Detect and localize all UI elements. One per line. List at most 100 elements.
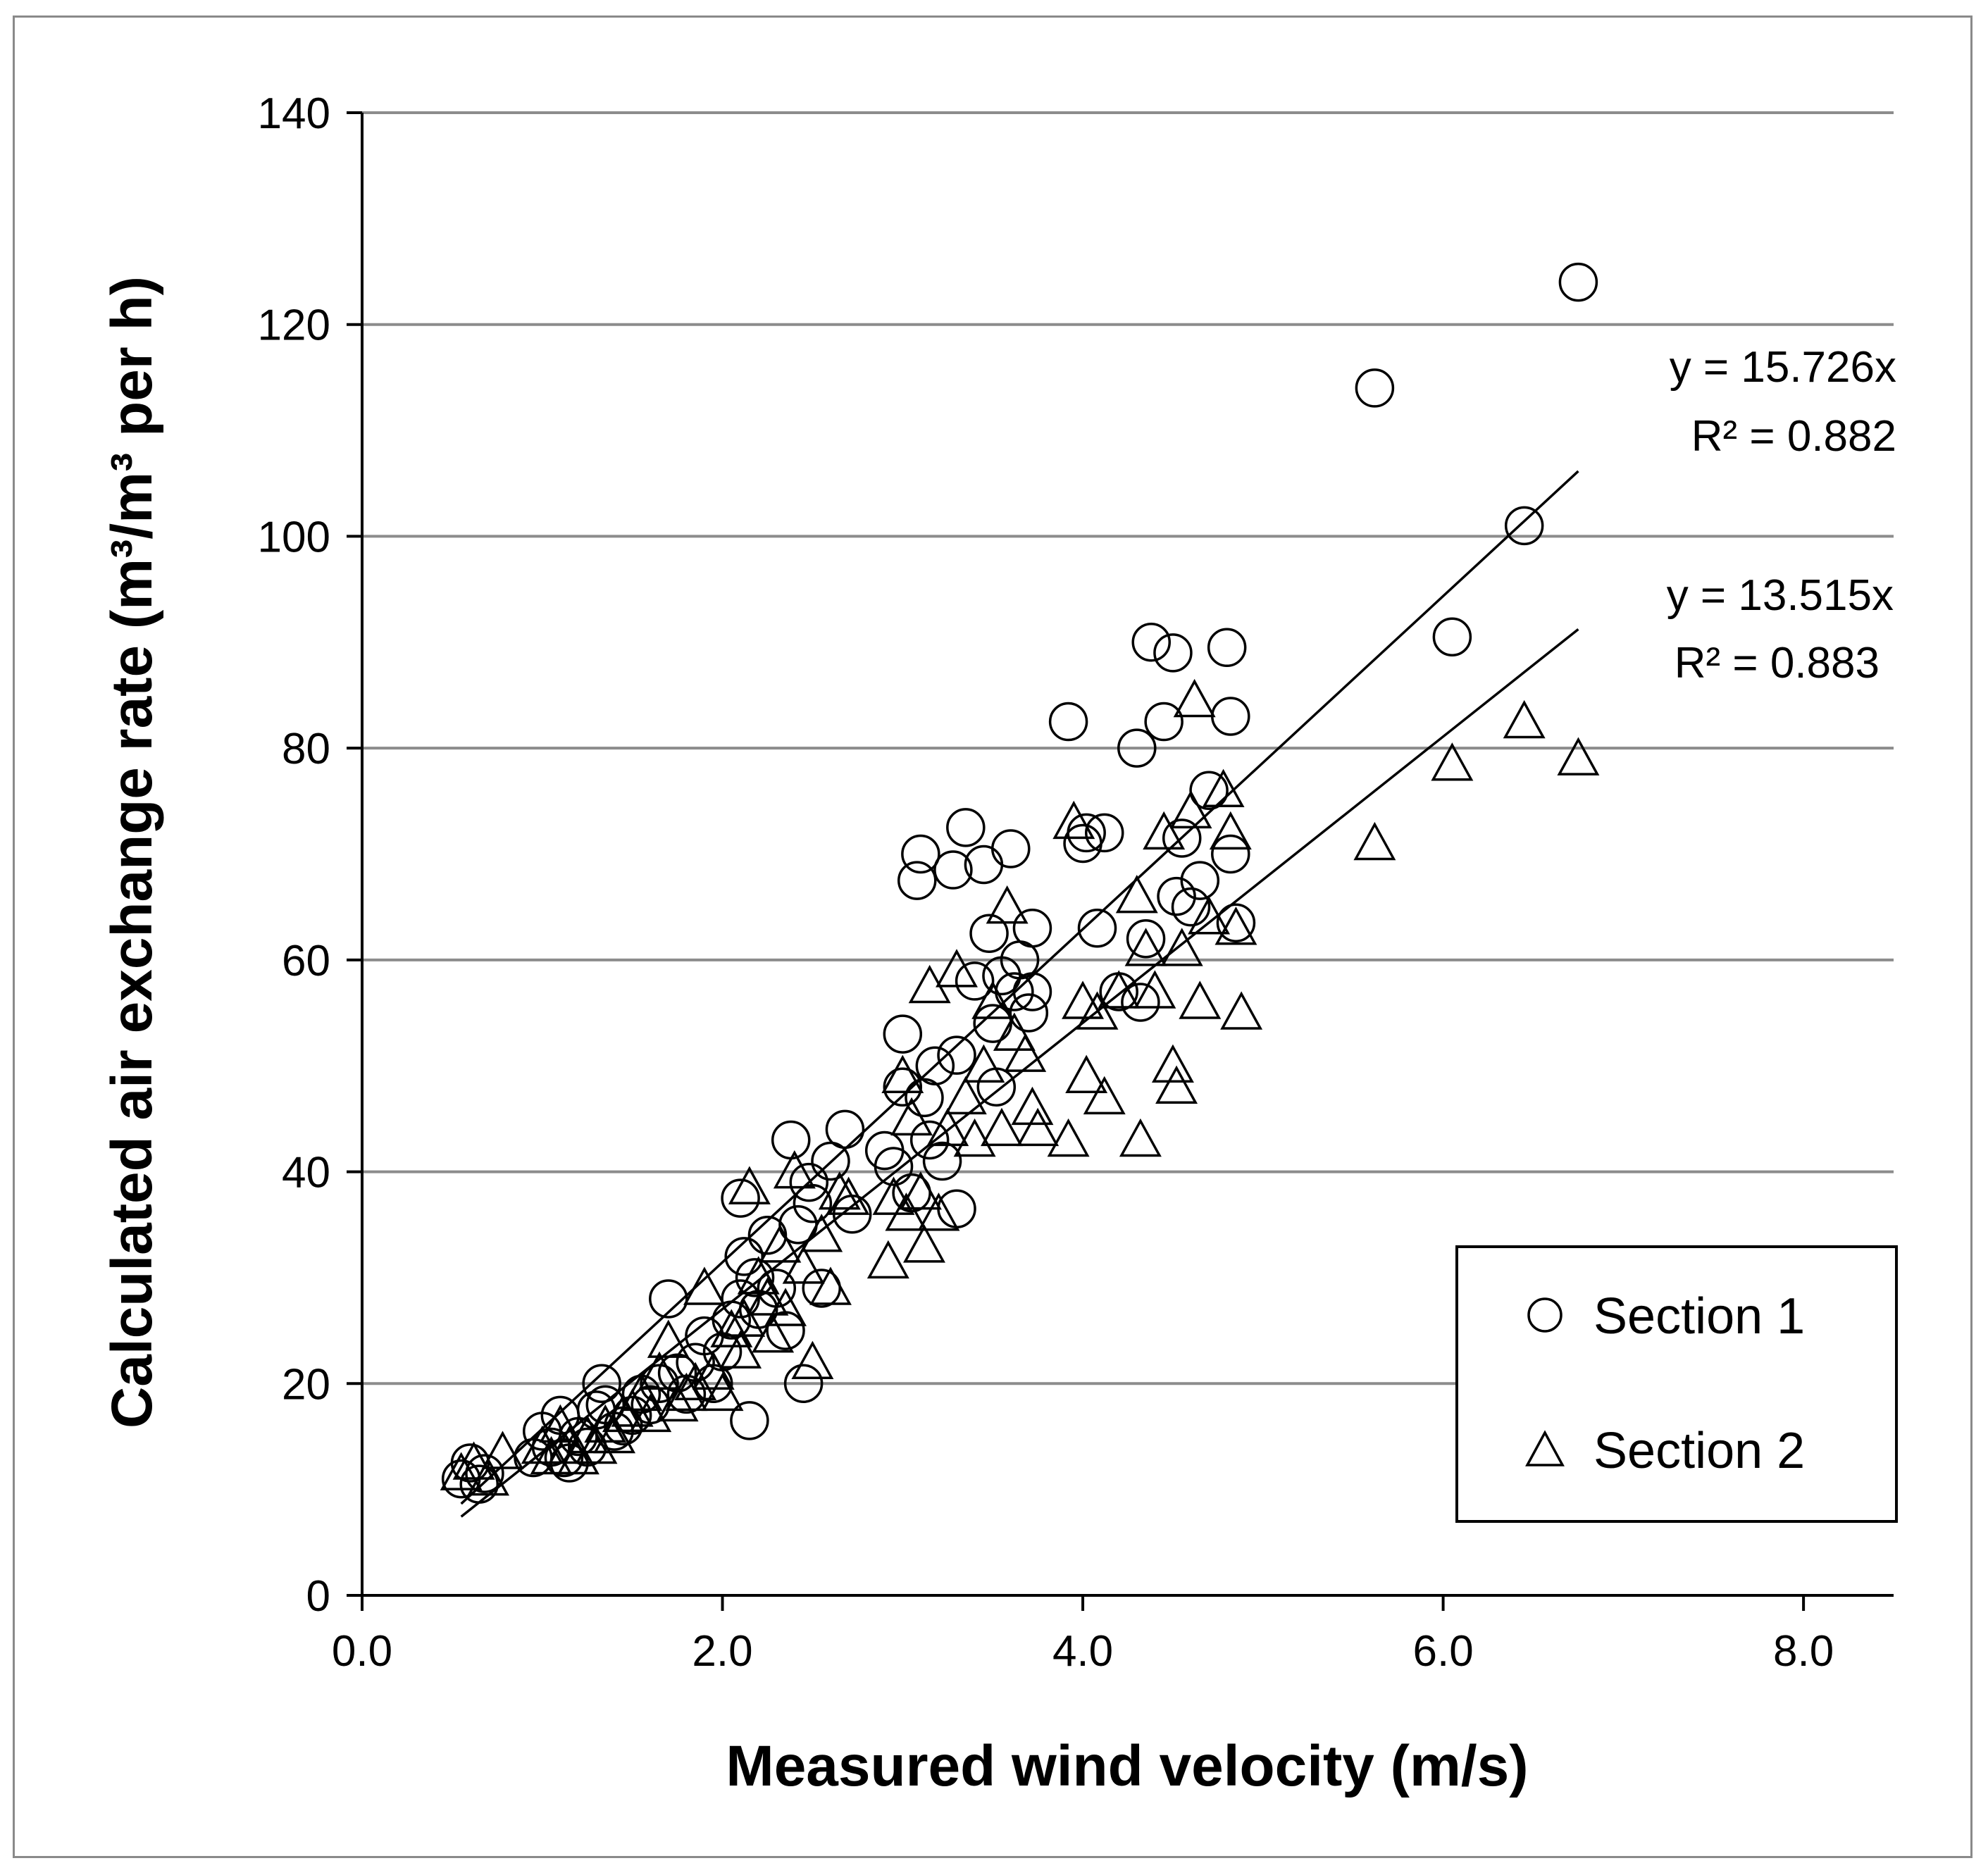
point-section2 xyxy=(1155,1065,1198,1104)
point-section2 xyxy=(647,1319,690,1358)
point-section1 xyxy=(465,1454,504,1493)
point-section2 xyxy=(1124,928,1167,966)
point-section2 xyxy=(944,1076,987,1115)
legend-triangle-marker xyxy=(1525,1430,1565,1466)
point-section2 xyxy=(746,1277,789,1316)
point-section1 xyxy=(1189,771,1229,811)
point-section2 xyxy=(1214,907,1257,945)
point-section1 xyxy=(933,850,973,890)
point-section2 xyxy=(809,1266,852,1305)
point-section2 xyxy=(936,949,978,988)
point-section2 xyxy=(710,1309,753,1347)
point-section2 xyxy=(1151,1044,1194,1083)
point-section2 xyxy=(981,1107,1023,1147)
point-section1 xyxy=(937,1035,976,1075)
y-axis-title: Calculated air exchange rate (m³/m³ per … xyxy=(100,276,164,1428)
x-tick-label: 4.0 xyxy=(1052,1627,1113,1676)
point-section2 xyxy=(962,1044,1005,1083)
point-section2 xyxy=(1133,970,1176,1009)
y-tick-label: 120 xyxy=(258,301,330,350)
point-section2 xyxy=(692,1351,735,1390)
point-section1 xyxy=(1067,813,1106,853)
point-section1 xyxy=(582,1364,621,1404)
point-section2 xyxy=(557,1435,599,1475)
point-section2 xyxy=(1160,928,1203,966)
point-section1 xyxy=(1558,262,1598,302)
point-section2 xyxy=(575,1425,618,1464)
point-section2 xyxy=(1202,768,1245,808)
point-section1 xyxy=(1211,697,1250,736)
point-section1 xyxy=(1432,617,1472,657)
point-section2 xyxy=(1179,980,1222,1019)
point-section2 xyxy=(665,1372,708,1412)
point-section2 xyxy=(530,1435,573,1475)
y-tick-label: 40 xyxy=(282,1149,330,1197)
point-section1 xyxy=(991,829,1031,868)
point-section1 xyxy=(874,1147,914,1186)
r2-section2: R² = 0.883 xyxy=(1675,639,1880,687)
point-section2 xyxy=(620,1372,663,1412)
point-section1 xyxy=(955,961,995,1001)
point-section2 xyxy=(1503,699,1546,739)
x-axis-title: Measured wind velocity (m/s) xyxy=(726,1734,1528,1798)
point-section1 xyxy=(811,1141,850,1181)
trendline-section1 xyxy=(460,470,1579,1505)
point-section2 xyxy=(890,1097,933,1136)
y-tick-label: 20 xyxy=(282,1360,330,1409)
point-section1 xyxy=(1211,834,1250,874)
x-tick-label: 0.0 xyxy=(332,1627,392,1676)
point-section2 xyxy=(719,1330,762,1369)
point-section2 xyxy=(723,1298,766,1337)
point-section1 xyxy=(450,1443,490,1483)
x-tick-label: 6.0 xyxy=(1412,1627,1473,1676)
point-section1 xyxy=(1117,728,1157,768)
point-section2 xyxy=(881,1054,924,1093)
point-section2 xyxy=(759,1224,802,1263)
point-section2 xyxy=(1076,991,1119,1030)
point-section2 xyxy=(1065,1054,1108,1093)
x-tick-label: 8.0 xyxy=(1773,1627,1834,1676)
point-section2 xyxy=(602,1393,645,1433)
tick-labels: 0 20 40 60 80 100 120 140 0.0 2.0 4.0 6.0 8.0 xyxy=(258,89,1834,1676)
point-section1 xyxy=(883,1067,923,1107)
point-section1 xyxy=(883,1014,923,1054)
r2-section1: R² = 0.882 xyxy=(1691,412,1896,461)
trendline-section2 xyxy=(460,628,1579,1518)
point-section2 xyxy=(629,1393,672,1433)
point-section1 xyxy=(1126,919,1166,959)
point-section1 xyxy=(969,914,1009,954)
legend-box xyxy=(1455,1245,1898,1523)
point-section2 xyxy=(764,1288,807,1326)
point-section1 xyxy=(1355,368,1395,408)
figure-frame xyxy=(13,15,1973,1858)
point-section2 xyxy=(548,1425,591,1464)
point-section2 xyxy=(993,1012,1036,1051)
eq-section2: y = 13.515x xyxy=(1667,571,1894,620)
point-section1 xyxy=(730,1401,769,1440)
legend-label-section1: Section 1 xyxy=(1593,1288,1805,1345)
y-tick-label: 80 xyxy=(282,725,330,773)
y-tick-label: 140 xyxy=(258,89,330,138)
point-section2 xyxy=(752,1314,795,1353)
trendlines xyxy=(460,470,1579,1518)
point-section1 xyxy=(789,1162,829,1202)
point-section1 xyxy=(1144,702,1184,742)
point-section2 xyxy=(908,964,951,1004)
axes xyxy=(347,111,1894,1611)
legend-label-section2: Section 2 xyxy=(1593,1423,1805,1479)
point-section2 xyxy=(1115,875,1158,914)
point-section2 xyxy=(701,1372,744,1412)
point-section2 xyxy=(1220,991,1263,1030)
point-section2 xyxy=(782,1245,825,1284)
point-section1 xyxy=(937,1189,976,1228)
point-section2 xyxy=(440,1452,483,1490)
point-section1 xyxy=(1180,861,1220,900)
point-section1 xyxy=(1085,813,1124,853)
point-section1 xyxy=(946,808,986,847)
point-section2 xyxy=(917,1192,960,1231)
point-section2 xyxy=(728,1166,771,1204)
point-section2 xyxy=(539,1404,582,1443)
point-section2 xyxy=(593,1414,636,1454)
point-section1 xyxy=(1171,887,1211,927)
point-section2 xyxy=(899,1171,942,1210)
